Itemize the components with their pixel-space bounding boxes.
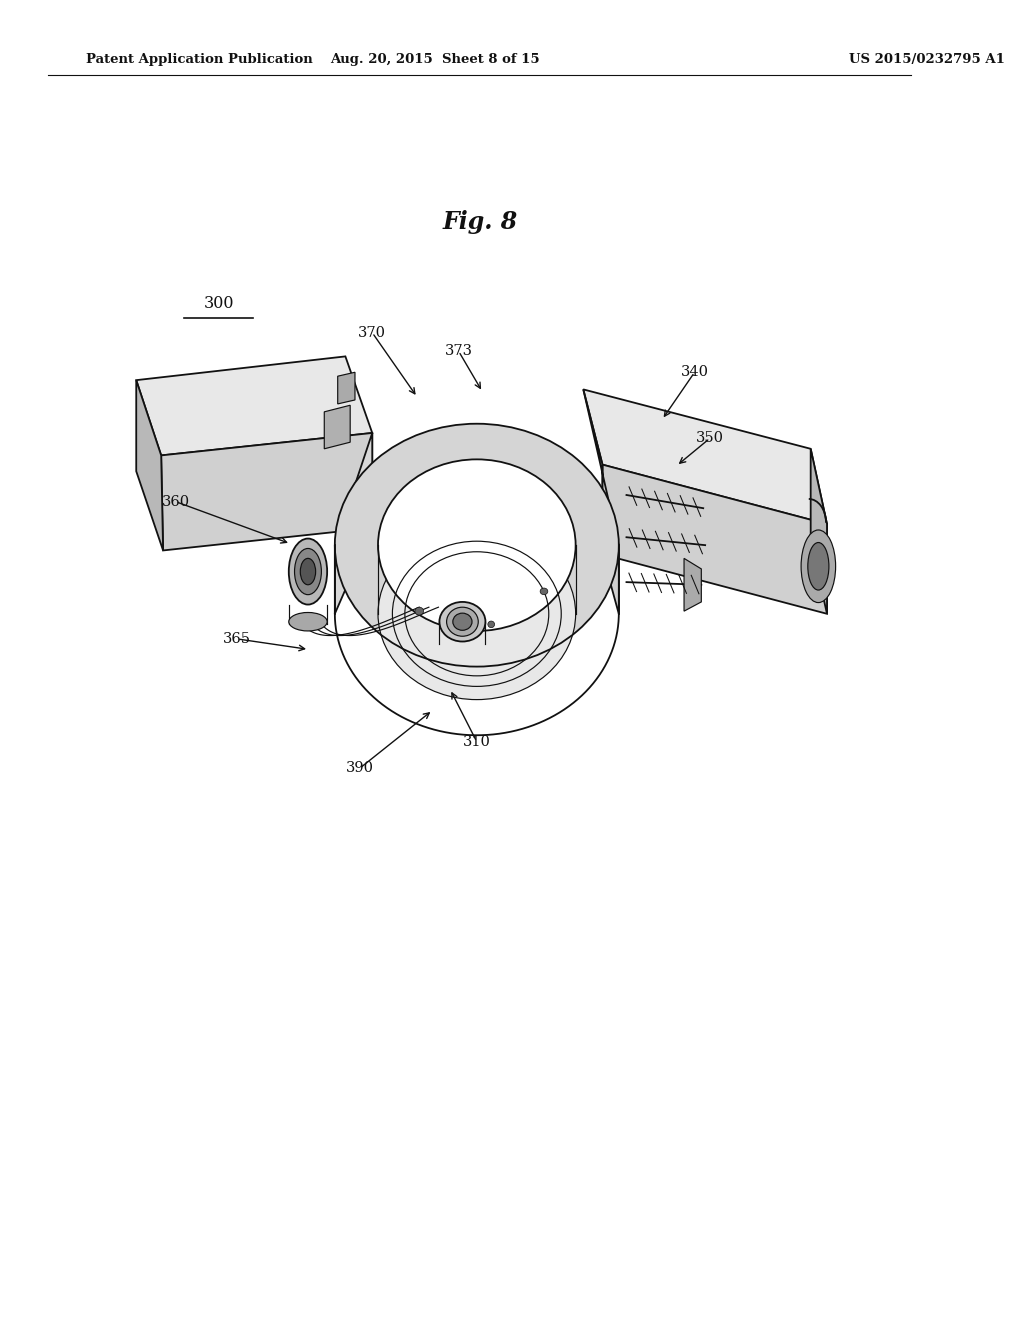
Ellipse shape (300, 558, 315, 585)
Ellipse shape (453, 612, 472, 631)
Text: Fig. 8: Fig. 8 (442, 210, 517, 234)
Text: 390: 390 (346, 762, 374, 775)
Ellipse shape (446, 607, 478, 636)
Polygon shape (335, 433, 373, 614)
Ellipse shape (289, 612, 327, 631)
Text: Aug. 20, 2015  Sheet 8 of 15: Aug. 20, 2015 Sheet 8 of 15 (330, 53, 540, 66)
Text: Patent Application Publication: Patent Application Publication (86, 53, 313, 66)
Ellipse shape (540, 589, 548, 594)
Polygon shape (161, 433, 373, 550)
Ellipse shape (415, 607, 424, 615)
Ellipse shape (487, 622, 495, 628)
Text: 310: 310 (463, 735, 490, 748)
Polygon shape (811, 449, 827, 614)
Text: 350: 350 (696, 432, 724, 445)
Ellipse shape (808, 543, 828, 590)
Text: 370: 370 (358, 326, 386, 339)
Text: 360: 360 (162, 495, 189, 508)
Polygon shape (136, 356, 373, 455)
Ellipse shape (295, 549, 322, 594)
Text: 300: 300 (204, 296, 234, 312)
Ellipse shape (289, 539, 327, 605)
Polygon shape (136, 380, 163, 550)
Ellipse shape (801, 531, 836, 602)
Polygon shape (602, 465, 827, 614)
Ellipse shape (378, 459, 575, 631)
Text: US 2015/0232795 A1: US 2015/0232795 A1 (849, 53, 1005, 66)
Polygon shape (584, 389, 618, 614)
Text: 340: 340 (681, 366, 709, 379)
Text: 365: 365 (223, 632, 251, 645)
Polygon shape (584, 389, 827, 524)
Polygon shape (684, 558, 701, 611)
Polygon shape (338, 372, 355, 404)
Text: 373: 373 (444, 345, 473, 358)
Polygon shape (335, 424, 618, 667)
Ellipse shape (378, 528, 575, 700)
Polygon shape (325, 405, 350, 449)
Ellipse shape (439, 602, 485, 642)
